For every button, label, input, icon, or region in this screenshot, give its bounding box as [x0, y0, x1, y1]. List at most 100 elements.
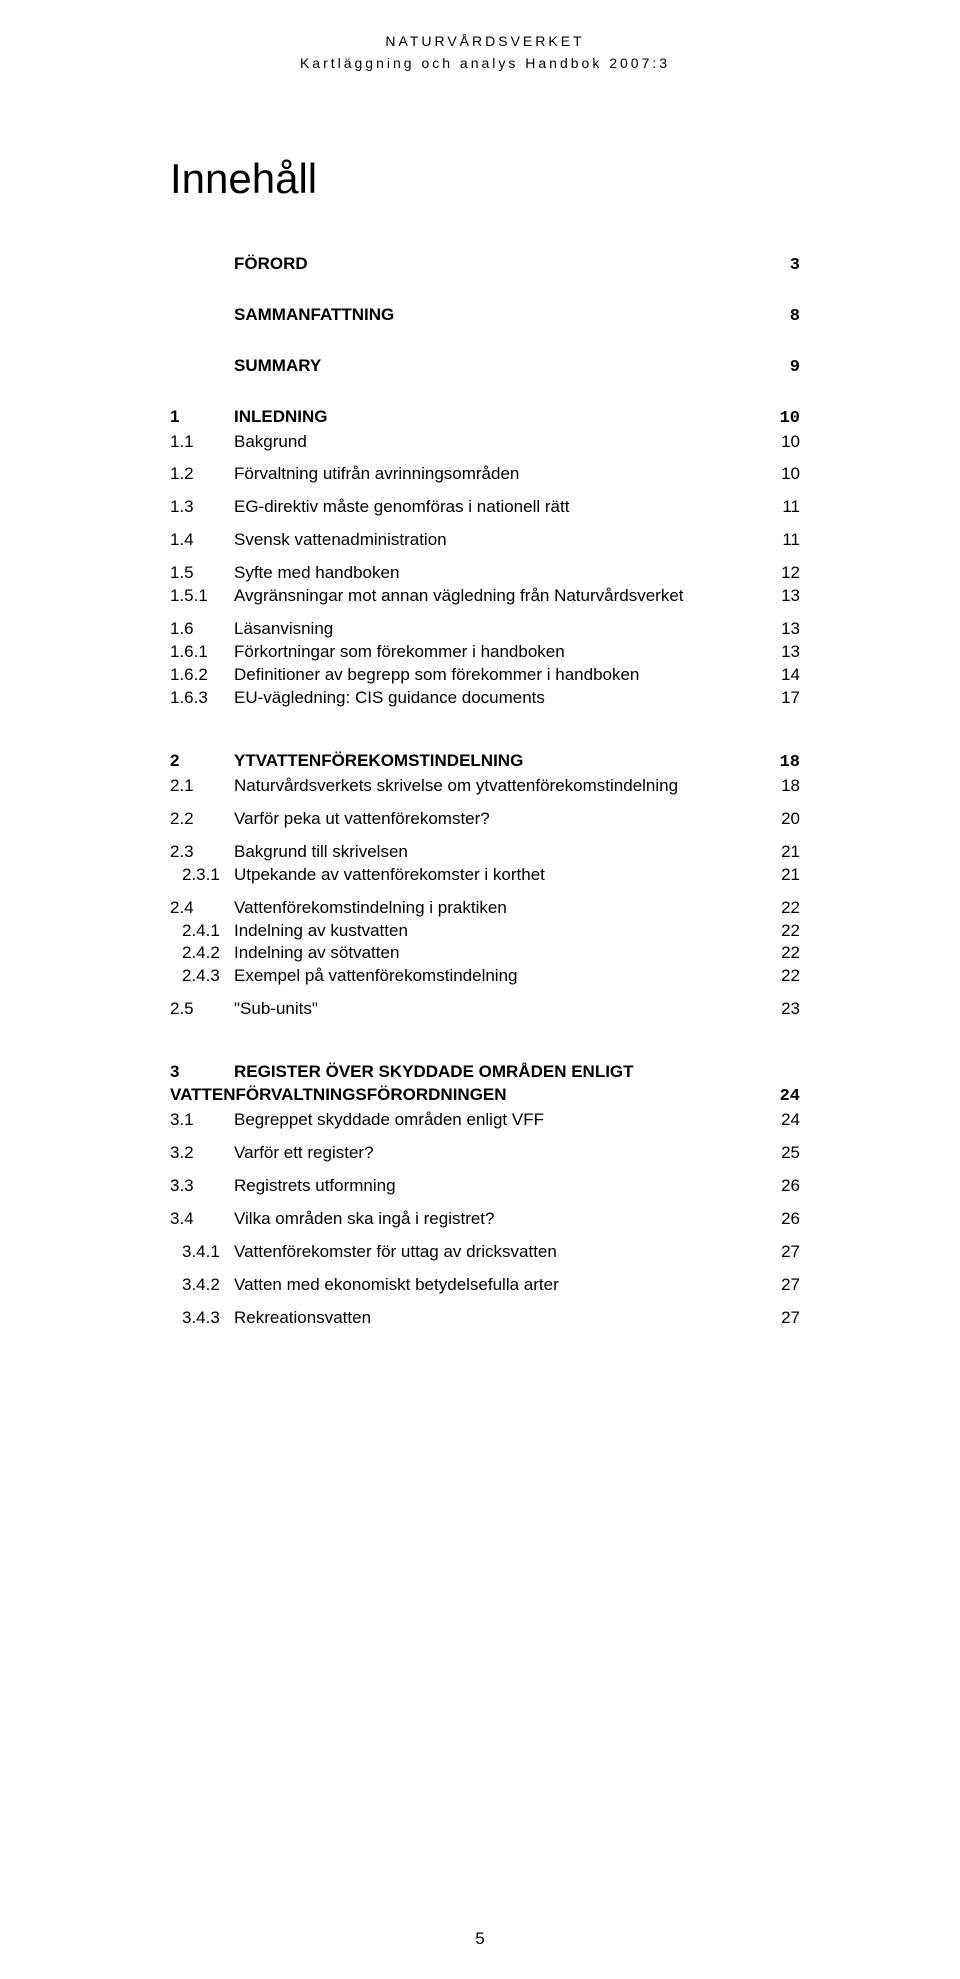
toc-number: 1.6.3 — [170, 687, 234, 710]
toc-row-left: 2.4.1Indelning av kustvatten — [170, 920, 760, 943]
toc-label: EG-direktiv måste genomföras i nationell… — [234, 496, 760, 519]
toc-row: 3.4Vilka områden ska ingå i registret?26 — [170, 1208, 800, 1231]
toc-row-left: 1INLEDNING — [170, 406, 760, 429]
toc-gap — [170, 1132, 800, 1142]
toc-row-left: 1.5Syfte med handboken — [170, 562, 760, 585]
toc-page: 22 — [760, 897, 800, 920]
toc-number: 3.3 — [170, 1175, 234, 1198]
toc-row-left: 2.4Vattenförekomstindelning i praktiken — [170, 897, 760, 920]
toc-gap — [170, 486, 800, 496]
toc-row-left: 3REGISTER ÖVER SKYDDADE OMRÅDEN ENLIGT — [170, 1061, 760, 1084]
toc-row-left: 2.5"Sub-units" — [170, 998, 760, 1021]
toc-row: 2.2Varför peka ut vattenförekomster?20 — [170, 808, 800, 831]
toc-label: Avgränsningar mot annan vägledning från … — [234, 585, 760, 608]
toc-page: 22 — [760, 920, 800, 943]
toc-label: Vattenförekomster för uttag av dricksvat… — [234, 1241, 760, 1264]
toc-number: 2.4 — [170, 897, 234, 920]
page-number: 5 — [0, 1929, 960, 1949]
toc-page: 13 — [760, 641, 800, 664]
toc-row-left: VATTENFÖRVALTNINGSFÖRORDNINGEN — [170, 1084, 760, 1107]
toc-label: Vatten med ekonomiskt betydelsefulla art… — [234, 1274, 760, 1297]
toc-row: 2.3Bakgrund till skrivelsen21 — [170, 841, 800, 864]
document-page: NATURVÅRDSVERKET Kartläggning och analys… — [0, 0, 960, 1979]
toc-page: 21 — [760, 841, 800, 864]
toc-row: SAMMANFATTNING8 — [170, 304, 800, 329]
toc-label: Förvaltning utifrån avrinningsområden — [234, 463, 760, 486]
toc-number: 1.2 — [170, 463, 234, 486]
toc-number: 1.6.1 — [170, 641, 234, 664]
toc-page: 12 — [760, 562, 800, 585]
toc-row-left: 2.4.2Indelning av sötvatten — [170, 942, 760, 965]
toc-number: 2.3 — [170, 841, 234, 864]
toc-page: 26 — [760, 1208, 800, 1231]
toc-label: Varför ett register? — [234, 1142, 760, 1165]
toc-page: 18 — [760, 775, 800, 798]
toc-row-left: FÖRORD — [170, 253, 760, 276]
toc-number: 2.1 — [170, 775, 234, 798]
toc-row: 3.2Varför ett register?25 — [170, 1142, 800, 1165]
toc-page: 9 — [760, 357, 800, 380]
toc-page: 11 — [760, 496, 800, 519]
toc-number: 2.4.1 — [170, 920, 234, 943]
toc-number: 2.4.3 — [170, 965, 234, 988]
toc-number: 3.2 — [170, 1142, 234, 1165]
toc-label: Vattenförekomstindelning i praktiken — [234, 897, 760, 920]
toc-row: 1.3EG-direktiv måste genomföras i nation… — [170, 496, 800, 519]
toc-row-left: SAMMANFATTNING — [170, 304, 760, 327]
toc-row: 3.3Registrets utformning26 — [170, 1175, 800, 1198]
toc-label: Bakgrund — [234, 431, 760, 454]
toc-row-left: 1.4Svensk vattenadministration — [170, 529, 760, 552]
toc-gap — [170, 710, 800, 750]
toc-row-left: 3.3Registrets utformning — [170, 1175, 760, 1198]
toc-label: "Sub-units" — [234, 998, 760, 1021]
toc-page: 27 — [760, 1274, 800, 1297]
toc-gap — [170, 1021, 800, 1061]
toc-page: 21 — [760, 864, 800, 887]
toc-label: VATTENFÖRVALTNINGSFÖRORDNINGEN — [170, 1084, 760, 1107]
toc-row-left: 1.6.2Definitioner av begrepp som förekom… — [170, 664, 760, 687]
toc-row-left: 2.4.3Exempel på vattenförekomstindelning — [170, 965, 760, 988]
toc-row-left: 1.5.1Avgränsningar mot annan vägledning … — [170, 585, 760, 608]
toc-gap — [170, 1231, 800, 1241]
toc-row-left: 1.6.1Förkortningar som förekommer i hand… — [170, 641, 760, 664]
toc-row: 2YTVATTENFÖREKOMSTINDELNING18 — [170, 750, 800, 775]
toc-row-left: 1.6.3EU-vägledning: CIS guidance documen… — [170, 687, 760, 710]
toc-gap — [170, 453, 800, 463]
toc-row-left: 2.1Naturvårdsverkets skrivelse om ytvatt… — [170, 775, 760, 798]
toc-row: 3.1Begreppet skyddade områden enligt VFF… — [170, 1109, 800, 1132]
toc-label: SUMMARY — [234, 355, 760, 378]
toc-label: Naturvårdsverkets skrivelse om ytvattenf… — [234, 775, 760, 798]
toc-number: 2.2 — [170, 808, 234, 831]
toc-row-left: 1.6Läsanvisning — [170, 618, 760, 641]
toc-page: 8 — [760, 306, 800, 329]
toc-row: 1.6.1Förkortningar som förekommer i hand… — [170, 641, 800, 664]
toc-row: 1INLEDNING10 — [170, 406, 800, 431]
toc-row: 3.4.1Vattenförekomster för uttag av dric… — [170, 1241, 800, 1264]
toc-gap — [170, 887, 800, 897]
toc-row: 2.5"Sub-units"23 — [170, 998, 800, 1021]
toc-gap — [170, 831, 800, 841]
toc-label: Bakgrund till skrivelsen — [234, 841, 760, 864]
toc-label: Rekreationsvatten — [234, 1307, 760, 1330]
toc-row: 3REGISTER ÖVER SKYDDADE OMRÅDEN ENLIGT — [170, 1061, 800, 1084]
toc-label: Vilka områden ska ingå i registret? — [234, 1208, 760, 1231]
toc-number: 2.4.2 — [170, 942, 234, 965]
toc-row-left: 1.2Förvaltning utifrån avrinningsområden — [170, 463, 760, 486]
toc-number: 1.1 — [170, 431, 234, 454]
toc-page: 3 — [760, 255, 800, 278]
toc-label: Begreppet skyddade områden enligt VFF — [234, 1109, 760, 1132]
toc-row: 1.6.2Definitioner av begrepp som förekom… — [170, 664, 800, 687]
toc-gap — [170, 329, 800, 355]
header-line-1: NATURVÅRDSVERKET — [170, 30, 800, 52]
toc-row: 2.1Naturvårdsverkets skrivelse om ytvatt… — [170, 775, 800, 798]
toc-gap — [170, 552, 800, 562]
toc-number: 3 — [170, 1061, 234, 1084]
header-line-2: Kartläggning och analys Handbok 2007:3 — [170, 52, 800, 74]
toc-gap — [170, 988, 800, 998]
toc-row: 1.4Svensk vattenadministration11 — [170, 529, 800, 552]
toc-number: 3.1 — [170, 1109, 234, 1132]
toc-page: 24 — [760, 1109, 800, 1132]
toc-row-left: 3.4.3Rekreationsvatten — [170, 1307, 760, 1330]
toc-row: 2.4.2Indelning av sötvatten22 — [170, 942, 800, 965]
toc-page: 27 — [760, 1307, 800, 1330]
